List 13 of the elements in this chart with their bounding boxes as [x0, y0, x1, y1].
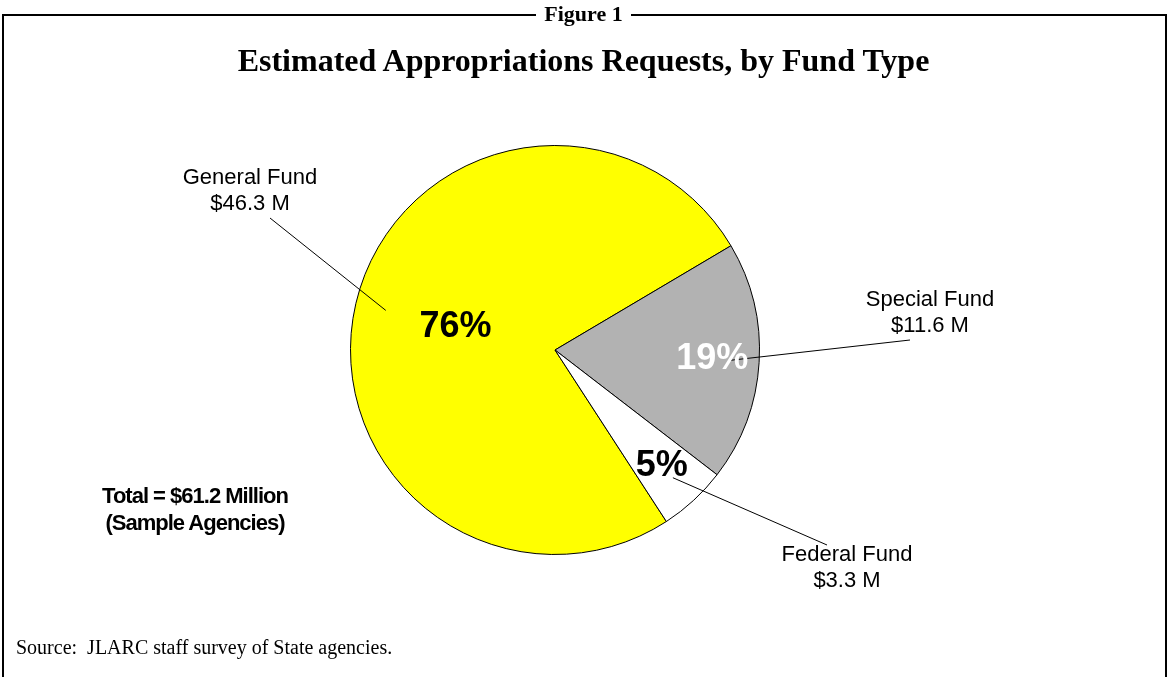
caption: Figure 1 — [536, 1, 631, 26]
data-label: $46.3 M — [210, 190, 290, 216]
text: 76% — [419, 303, 492, 345]
source-note: Source: JLARC staff survey of State agencies. — [16, 636, 393, 659]
data-label: $11.6 M — [891, 312, 969, 338]
data-label: $3.3 M — [813, 567, 881, 593]
text: 19% — [676, 336, 749, 378]
slice-label: Federal Fund — [781, 541, 913, 567]
text: Total = $61.2 Million (Sample Agencies) — [101, 482, 289, 536]
slice-label: Special Fund — [865, 286, 995, 312]
text: 5% — [635, 442, 688, 484]
slice-label: General Fund — [182, 164, 318, 190]
chart-title: Estimated Appropriations Requests, by Fund Type — [236, 42, 931, 79]
